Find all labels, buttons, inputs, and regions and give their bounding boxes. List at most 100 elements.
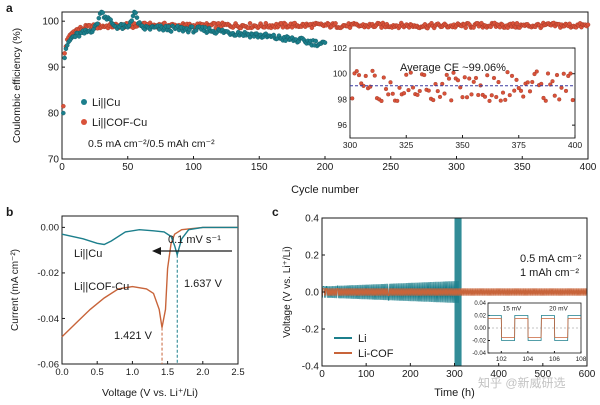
inset-a-point: [381, 75, 386, 80]
inset-a-point: [559, 85, 564, 90]
inset-a-point: [460, 95, 465, 100]
li-cu-point: [72, 34, 78, 40]
x-tick-label: 2.5: [231, 367, 244, 378]
legend-li-cu-marker: [81, 99, 87, 105]
x-tick-label: 150: [251, 162, 268, 173]
x-tick-label: 250: [382, 162, 399, 173]
inset-a-point: [469, 92, 474, 97]
inset-a-point: [507, 93, 512, 98]
x-tick-label: 50: [122, 162, 134, 173]
inset-c-label-20mv: 20 mV: [549, 306, 568, 313]
scan-direction-arrowhead: [152, 247, 161, 255]
inset-a-point: [363, 73, 368, 78]
panel-a-condition: 0.5 mA cm⁻²/0.5 mAh cm⁻²: [88, 138, 215, 150]
inset-c-x-tick-label: 106: [549, 356, 560, 363]
panel-c-condition-2: 1 mAh cm⁻²: [520, 267, 579, 279]
inset-a-point: [464, 95, 470, 100]
inset-a-point: [422, 72, 427, 78]
y-tick-label: 0.00: [41, 223, 60, 234]
x-tick-label: 0: [319, 369, 325, 380]
x-tick-label: 200: [317, 162, 334, 173]
inset-a-point: [487, 98, 492, 103]
li-cu-point: [313, 38, 319, 44]
inset-a-point: [518, 88, 524, 93]
inset-a-point: [498, 98, 503, 103]
x-tick-label: 0.0: [55, 367, 68, 378]
x-tick-label: 500: [534, 369, 551, 380]
inset-a-point: [525, 80, 530, 85]
inset-c-label-15mv: 15 mV: [503, 306, 522, 313]
inset-a-point: [541, 95, 546, 101]
x-tick-label: 350: [514, 162, 531, 173]
panel-b-letter: b: [6, 205, 13, 219]
inset-a-point: [431, 98, 436, 103]
inset-a-point: [372, 73, 377, 78]
y-tick-label: -0.06: [37, 359, 59, 370]
y-tick-label: 80: [48, 109, 60, 120]
y-tick-label: -0.04: [37, 314, 59, 325]
inset-a-point: [496, 80, 501, 85]
y-tick-label: -0.4: [302, 362, 320, 373]
panel-c-ylabel: Voltage (V vs. Li⁺/Li): [282, 246, 293, 337]
cof-cu-point: [333, 21, 338, 26]
cof-cu-point: [463, 25, 468, 30]
x-tick-label: 400: [580, 162, 597, 173]
li-cu-point: [130, 13, 136, 19]
inset-a-point: [521, 94, 526, 99]
x-tick-label: 100: [185, 162, 202, 173]
cv-li-cu-label: Li||Cu: [74, 248, 102, 260]
panel-c-letter: c: [272, 205, 279, 219]
inset-c-x-tick-label: 108: [576, 356, 587, 363]
y-tick-label: 70: [48, 155, 60, 166]
inset-a-point: [426, 88, 431, 93]
inset-a-point: [471, 79, 476, 84]
inset-a-point: [570, 98, 575, 103]
inset-a-point: [482, 94, 488, 99]
inset-a-point: [415, 92, 420, 97]
cof-cu-point: [61, 103, 66, 109]
panel-a-letter: a: [6, 1, 13, 15]
inset-a-x-tick-label: 325: [399, 140, 413, 150]
inset-a-point: [530, 80, 535, 85]
inset-a-point: [473, 75, 479, 81]
inset-a-point: [550, 79, 555, 84]
inset-a-point: [494, 94, 499, 100]
inset-c-li-cof-trace: [488, 318, 581, 338]
inset-a-point: [388, 80, 393, 85]
legend-li-cof-label: Li-COF: [358, 348, 394, 360]
inset-a-y-tick-label: 98: [338, 94, 348, 104]
cv-li-cu-curve: [61, 226, 238, 258]
inset-a-point: [539, 81, 544, 86]
li-cu-point: [95, 21, 100, 26]
li-cof-voltage-trace: [321, 287, 588, 297]
x-tick-label: 300: [446, 369, 463, 380]
inset-a-x-tick-label: 400: [568, 140, 582, 150]
inset-a-point: [557, 97, 562, 102]
y-tick-label: 0.2: [305, 251, 319, 262]
inset-a-point: [417, 88, 422, 94]
cof-cu-point: [514, 21, 520, 26]
inset-a-x-tick-label: 375: [512, 140, 526, 150]
inset-a-point: [395, 98, 400, 103]
inset-a-point: [386, 92, 391, 97]
cv-li-cof-cu-label: Li||COF-Cu: [74, 281, 129, 293]
inset-a-point: [406, 88, 411, 93]
panel-c-xlabel: Time (h): [434, 387, 475, 399]
inset-a-point: [476, 92, 481, 98]
legend-cof-cu-label: Li||COF-Cu: [92, 117, 147, 129]
inset-a-point: [379, 98, 384, 103]
li-cu-point: [133, 10, 138, 16]
cof-cu-point: [289, 25, 295, 30]
inset-a-point: [516, 86, 521, 91]
inset-c-x-tick-label: 104: [522, 356, 533, 363]
panel-c-condition-1: 0.5 mA cm⁻²: [520, 253, 582, 265]
inset-a-point: [561, 71, 566, 76]
x-tick-label: 300: [448, 162, 465, 173]
inset-a-point: [455, 78, 461, 83]
inset-c-x-tick-label: 102: [496, 356, 507, 363]
inset-a-point: [568, 71, 573, 76]
inset-c-li-trace: [488, 315, 581, 341]
inset-a-point: [350, 96, 355, 101]
li-cu-point: [129, 18, 134, 23]
